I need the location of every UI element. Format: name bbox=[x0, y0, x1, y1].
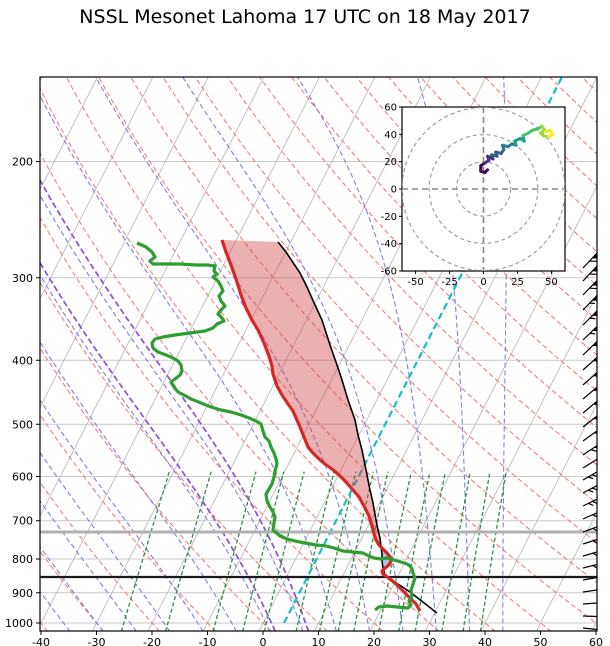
svg-text:50: 50 bbox=[534, 636, 548, 646]
svg-text:800: 800 bbox=[12, 553, 33, 566]
temperature-profile bbox=[220, 239, 422, 612]
dewpoint-profile bbox=[136, 241, 417, 612]
y-axis-ticks: 200 300 400 500 600 700 800 900 1000 bbox=[5, 156, 40, 630]
svg-text:-25: -25 bbox=[441, 277, 457, 288]
figure-title: NSSL Mesonet Lahoma 17 UTC on 18 May 201… bbox=[79, 6, 531, 28]
cape-area bbox=[222, 240, 381, 547]
wind-barb bbox=[582, 368, 597, 386]
wind-barb bbox=[582, 353, 597, 371]
svg-text:40: 40 bbox=[478, 636, 492, 646]
plot-area bbox=[40, 77, 597, 631]
hodograph-inset: -50 -25 0 25 50 -60 -40 -20 0 20 40 60 bbox=[381, 103, 566, 288]
svg-text:1000: 1000 bbox=[5, 617, 33, 630]
x-axis-ticks: -40 -30 -20 -10 0 10 20 30 40 50 60 bbox=[32, 631, 603, 646]
svg-text:500: 500 bbox=[12, 418, 33, 431]
wind-barb bbox=[582, 627, 597, 631]
wind-barb bbox=[582, 588, 597, 593]
svg-text:-20: -20 bbox=[143, 636, 161, 646]
svg-text:-10: -10 bbox=[199, 636, 217, 646]
svg-text:300: 300 bbox=[12, 272, 33, 285]
svg-text:30: 30 bbox=[423, 636, 437, 646]
svg-text:25: 25 bbox=[511, 277, 524, 288]
wind-barb bbox=[582, 397, 597, 414]
svg-text:60: 60 bbox=[384, 103, 397, 114]
svg-text:-40: -40 bbox=[381, 239, 397, 250]
hodograph-y-ticks: -60 -40 -20 0 20 40 60 bbox=[381, 103, 402, 278]
svg-text:10: 10 bbox=[312, 636, 326, 646]
hodograph-ring bbox=[402, 107, 565, 271]
mixing-ratio-lines bbox=[120, 471, 507, 631]
svg-text:400: 400 bbox=[12, 354, 33, 367]
wind-barb bbox=[582, 322, 597, 341]
svg-text:0: 0 bbox=[480, 277, 486, 288]
wind-barb bbox=[582, 292, 597, 311]
svg-text:40: 40 bbox=[384, 130, 397, 141]
svg-text:-40: -40 bbox=[32, 636, 50, 646]
wind-barb bbox=[582, 601, 597, 605]
svg-text:600: 600 bbox=[12, 471, 33, 484]
wind-barb bbox=[582, 494, 597, 507]
wind-barb bbox=[582, 575, 597, 581]
svg-text:0: 0 bbox=[260, 636, 267, 646]
svg-text:-20: -20 bbox=[381, 212, 397, 223]
hodograph-ring bbox=[455, 161, 512, 217]
svg-text:60: 60 bbox=[589, 636, 603, 646]
svg-text:20: 20 bbox=[367, 636, 381, 646]
wind-barb bbox=[582, 383, 597, 400]
hodograph-x-ticks: -50 -25 0 25 50 bbox=[407, 271, 558, 288]
wind-barb bbox=[582, 454, 597, 469]
svg-text:20: 20 bbox=[384, 157, 397, 168]
purple-adiabats bbox=[40, 178, 310, 631]
wind-barb bbox=[582, 508, 597, 520]
svg-text:900: 900 bbox=[12, 587, 33, 600]
wind-barb bbox=[582, 523, 597, 534]
wind-barb bbox=[582, 337, 597, 356]
svg-text:-50: -50 bbox=[407, 277, 423, 288]
hodograph-content bbox=[402, 107, 565, 271]
wind-barb bbox=[582, 411, 597, 428]
hodograph-ring bbox=[428, 134, 539, 244]
hodograph-trace-segment bbox=[544, 128, 552, 134]
wind-barb bbox=[582, 536, 597, 547]
svg-text:200: 200 bbox=[12, 156, 33, 169]
wind-barb bbox=[582, 277, 597, 296]
wind-barb-column bbox=[582, 250, 597, 631]
wind-barb bbox=[582, 307, 597, 326]
svg-text:-60: -60 bbox=[381, 267, 397, 278]
wind-barb bbox=[582, 615, 597, 618]
svg-text:0: 0 bbox=[391, 185, 397, 196]
wind-barb bbox=[582, 441, 597, 456]
svg-text:700: 700 bbox=[12, 515, 33, 528]
svg-text:50: 50 bbox=[545, 277, 558, 288]
svg-text:-30: -30 bbox=[88, 636, 106, 646]
wind-barb bbox=[582, 426, 597, 442]
